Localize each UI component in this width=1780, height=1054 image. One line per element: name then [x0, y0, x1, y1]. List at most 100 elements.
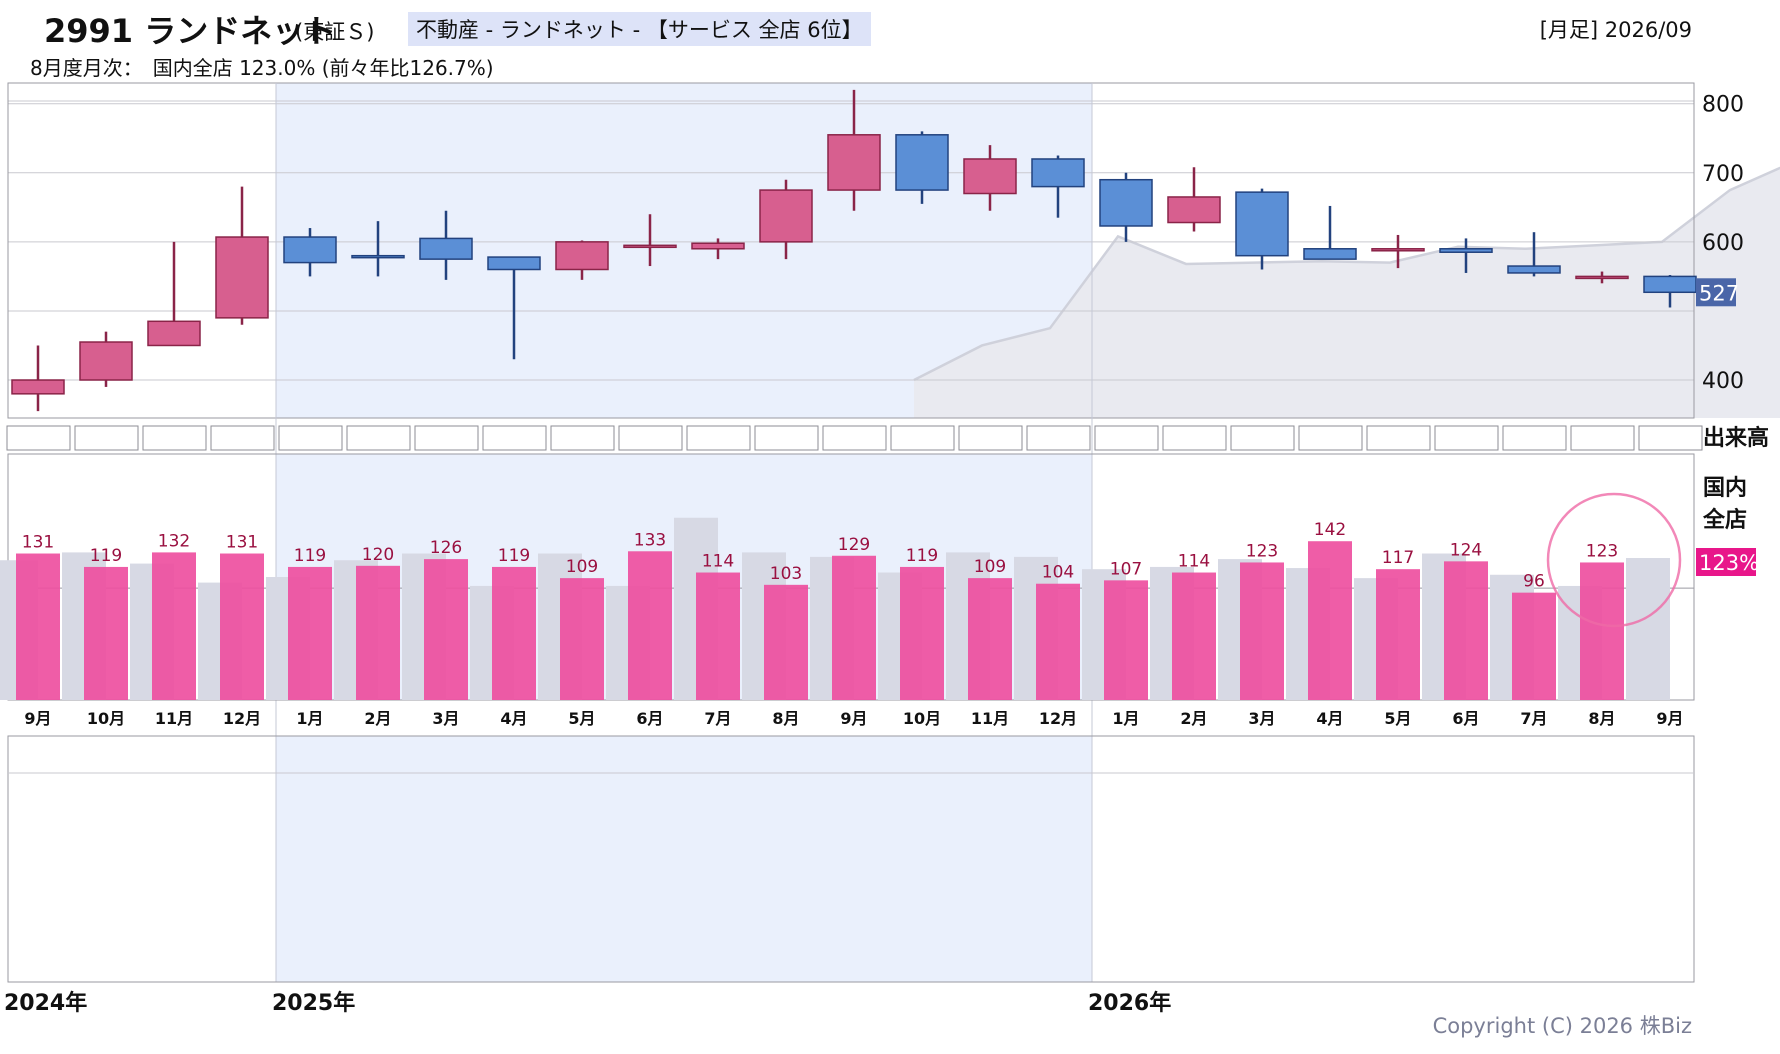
volume-cell: [1162, 425, 1227, 451]
lower-panel-frame: [7, 735, 1695, 983]
month-label: 2月: [364, 709, 391, 728]
current-price-badge: [1696, 278, 1736, 307]
sector-badge[interactable]: 不動産 - ランドネット - 【サービス 全店 6位】: [408, 12, 871, 46]
volume-cell: [278, 425, 343, 451]
volume-cell: [958, 425, 1023, 451]
volume-cell: [1094, 425, 1159, 451]
month-label: 10月: [87, 709, 125, 728]
month-label: 12月: [223, 709, 261, 728]
month-label: 9月: [840, 709, 867, 728]
current-pct-badge: [1696, 548, 1756, 576]
highlight-circle: [1546, 492, 1682, 628]
month-label: 4月: [500, 709, 527, 728]
sales-value-label: 96: [1523, 572, 1545, 592]
month-label: 6月: [1452, 709, 1479, 728]
month-label: 7月: [1520, 709, 1547, 728]
sales-bar: [628, 551, 672, 700]
sales-bar: [900, 566, 944, 700]
year-label: 2024年: [4, 990, 87, 1016]
volume-cell: [1570, 425, 1635, 451]
sales-bar: [152, 552, 196, 700]
month-label: 1月: [1112, 709, 1139, 728]
volume-cell: [1230, 425, 1295, 451]
sales-value-label: 123: [1586, 541, 1618, 561]
sales-value-label: 104: [1042, 563, 1074, 583]
volume-cell: [890, 425, 955, 451]
sales-value-label: 109: [974, 557, 1006, 577]
ticker-code: 2991: [44, 12, 134, 50]
sales-value-label: 120: [362, 545, 394, 565]
sales-bar: [492, 566, 536, 700]
sales-value-label: 133: [634, 530, 666, 550]
sales-value-label: 119: [906, 546, 938, 566]
month-label: 5月: [568, 709, 595, 728]
candle-body: [1167, 196, 1221, 224]
month-label: 11月: [155, 709, 193, 728]
candle-body: [283, 236, 337, 264]
sales-label-line1: 国内: [1703, 476, 1747, 501]
sales-value-label: 119: [90, 546, 122, 566]
sales-bar: [84, 566, 128, 700]
volume-cell: [74, 425, 139, 451]
candle-body: [1099, 178, 1153, 227]
month-label: 12月: [1039, 709, 1077, 728]
sales-bar: [220, 553, 264, 700]
candle-body: [1303, 248, 1357, 260]
volume-cell: [210, 425, 275, 451]
month-label: 8月: [1588, 709, 1615, 728]
candle-body: [147, 320, 201, 347]
sales-bar: [1376, 569, 1420, 700]
volume-cell: [686, 425, 751, 451]
month-label: 8月: [772, 709, 799, 728]
sales-bar: [1172, 572, 1216, 700]
candle-body: [1439, 248, 1493, 253]
sales-label-line2: 全店: [1702, 507, 1747, 533]
volume-cell: [1026, 425, 1091, 451]
sales-value-label: 123: [1246, 541, 1278, 561]
candle-body: [1031, 158, 1085, 188]
candle-body: [1235, 191, 1289, 257]
page-title: 2991 ランドネット: [44, 6, 336, 52]
overlay-area: [914, 167, 1780, 418]
candle-body: [79, 341, 133, 381]
sales-value-label: 114: [702, 552, 734, 572]
candle-body: [759, 189, 813, 243]
sales-value-label: 103: [770, 564, 802, 584]
sales-bar: [1036, 583, 1080, 700]
sales-value-label: 131: [226, 533, 258, 553]
candle-body: [419, 237, 473, 260]
price-panel-frame: [7, 82, 1695, 419]
volume-cell: [346, 425, 411, 451]
volume-label: 出来高: [1703, 425, 1769, 451]
month-label: 2月: [1180, 709, 1207, 728]
candle-body: [555, 241, 609, 271]
sales-bar: [1444, 561, 1488, 700]
sales-bar: [1240, 562, 1284, 700]
sales-value-label: 119: [294, 546, 326, 566]
volume-cell: [1502, 425, 1567, 451]
volume-cell: [618, 425, 683, 451]
sales-bar: [1104, 580, 1148, 700]
monthly-report-summary: 8月度月次： 国内全店 123.0% (前々年比126.7%): [30, 56, 494, 80]
volume-cell: [414, 425, 479, 451]
sales-bar: [968, 578, 1012, 700]
month-label: 5月: [1384, 709, 1411, 728]
sales-value-label: 126: [430, 538, 462, 558]
candle-body: [895, 134, 949, 191]
sales-bar: [1512, 592, 1556, 700]
volume-cell: [482, 425, 547, 451]
month-label: 3月: [432, 709, 459, 728]
lower-highlight-band: [276, 736, 1092, 982]
month-label: 3月: [1248, 709, 1275, 728]
sales-value-label: 117: [1382, 548, 1414, 568]
candle-body: [963, 158, 1017, 195]
sales-value-label: 107: [1110, 559, 1142, 579]
year-label: 2025年: [272, 990, 355, 1016]
month-label: 7月: [704, 709, 731, 728]
year-label: 2026年: [1088, 990, 1171, 1016]
period-label: [月足] 2026/09: [1539, 18, 1692, 42]
volume-cell: [754, 425, 819, 451]
current-price-label: 527: [1699, 281, 1739, 305]
sales-value-label: 109: [566, 557, 598, 577]
sales-value-label: 114: [1178, 552, 1210, 572]
